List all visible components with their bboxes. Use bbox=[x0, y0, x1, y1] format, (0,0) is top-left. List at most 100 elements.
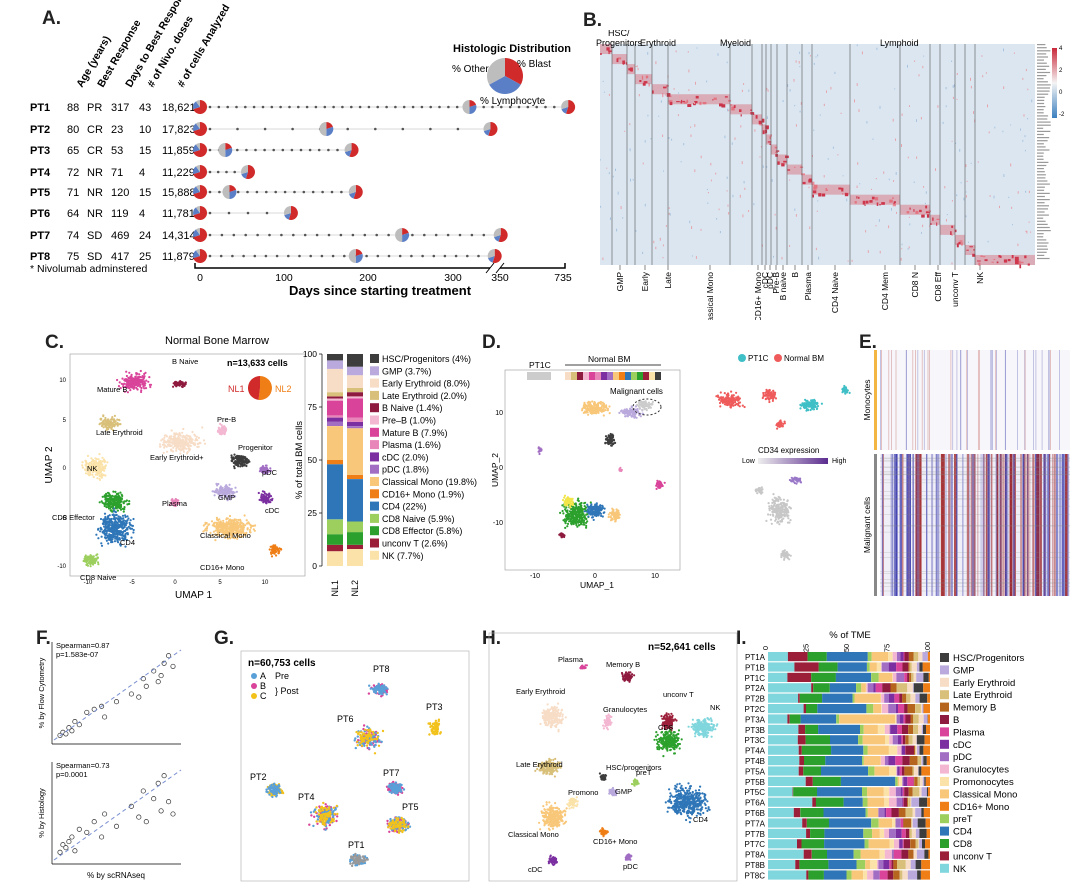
patient-cells: 15,888 bbox=[162, 187, 196, 199]
legend-label: Pre–B (1.0%) bbox=[382, 416, 436, 426]
umap-point bbox=[106, 500, 108, 502]
umap-point bbox=[639, 407, 641, 409]
heatmap-cell bbox=[635, 74, 652, 84]
umap-point bbox=[144, 384, 146, 386]
umap-point bbox=[221, 432, 223, 434]
heatmap-cell bbox=[857, 162, 858, 164]
patient-cells: 11,229 bbox=[162, 167, 195, 179]
umap-point bbox=[655, 485, 657, 487]
umap-xlabel: UMAP_1 bbox=[580, 580, 614, 590]
umap-point bbox=[125, 500, 127, 502]
heatmap-cell bbox=[946, 219, 947, 221]
umap-point bbox=[602, 515, 604, 517]
umap-point bbox=[180, 382, 182, 384]
gene-label bbox=[1037, 87, 1050, 88]
umap-point bbox=[140, 370, 142, 372]
gene-label bbox=[1037, 143, 1044, 144]
heatmap-cell bbox=[1012, 224, 1013, 225]
umap-point bbox=[613, 514, 615, 516]
dose-dot bbox=[438, 106, 441, 109]
umap-point bbox=[116, 531, 118, 533]
legend-label: HSC/Progenitors (4%) bbox=[382, 354, 471, 364]
legend-label: CD16+ Mono (1.9%) bbox=[382, 489, 464, 499]
umap-point bbox=[731, 399, 733, 401]
umap-point bbox=[121, 495, 123, 497]
gene-label bbox=[1037, 149, 1050, 150]
umap-point bbox=[271, 555, 273, 557]
dose-dot bbox=[293, 191, 296, 194]
heatmap-cell bbox=[965, 245, 975, 255]
umap-point bbox=[636, 404, 638, 406]
umap-point bbox=[730, 391, 732, 393]
heatmap-cell bbox=[971, 86, 972, 89]
malignant-label: Malignant cells bbox=[610, 387, 663, 396]
heatmap-cell bbox=[966, 192, 967, 193]
dose-dot bbox=[374, 128, 377, 131]
umap-point bbox=[96, 477, 98, 479]
umap-point bbox=[124, 514, 126, 516]
heatmap-cell bbox=[796, 124, 797, 127]
cell-type-label: CD4 Mem bbox=[880, 272, 890, 310]
umap-point bbox=[597, 412, 599, 414]
heatmap-cell bbox=[732, 195, 733, 198]
umap-point bbox=[272, 547, 274, 549]
umap-point bbox=[119, 500, 121, 502]
umap-point bbox=[730, 405, 732, 407]
gene-label bbox=[1037, 174, 1046, 175]
umap-point bbox=[243, 460, 245, 462]
heatmap-cell bbox=[783, 100, 784, 102]
gene-label bbox=[1037, 106, 1045, 107]
patient-response: NR bbox=[87, 208, 103, 220]
heatmap-cell bbox=[787, 165, 802, 175]
umap-point bbox=[611, 437, 613, 439]
ncells: n=13,633 cells bbox=[227, 358, 288, 368]
legend-label: unconv T (2.6%) bbox=[382, 539, 448, 549]
gene-label bbox=[1037, 193, 1050, 194]
histo-blast: % Blast bbox=[517, 59, 551, 70]
axis-tick: 735 bbox=[554, 272, 572, 284]
umap-tick: 0 bbox=[499, 465, 503, 472]
umap-point bbox=[806, 408, 808, 410]
legend-swatch bbox=[370, 416, 379, 425]
heatmap-cell bbox=[616, 229, 617, 232]
gene-label bbox=[1037, 252, 1047, 253]
heatmap-cell bbox=[818, 257, 819, 260]
umap-point bbox=[268, 493, 270, 495]
umap-point bbox=[586, 520, 588, 522]
gene-label bbox=[1037, 122, 1051, 123]
heatmap-cell bbox=[794, 209, 795, 211]
umap-point bbox=[150, 384, 152, 386]
umap-point bbox=[566, 514, 568, 516]
heatmap-cell bbox=[919, 74, 920, 76]
umap-point bbox=[106, 535, 108, 537]
umap-point bbox=[111, 416, 113, 418]
normal-bm-bar bbox=[649, 372, 655, 380]
umap-point bbox=[236, 526, 238, 528]
umap-point bbox=[214, 522, 216, 524]
umap-point bbox=[199, 442, 201, 444]
heatmap-cell bbox=[922, 66, 923, 68]
dose-dot bbox=[291, 149, 294, 152]
heatmap-cell bbox=[810, 55, 811, 56]
heatmap-cell bbox=[854, 99, 855, 102]
cluster-label: Plasma bbox=[162, 499, 188, 508]
umap-point bbox=[623, 412, 625, 414]
heatmap-bg bbox=[600, 44, 1035, 265]
heatmap-cell bbox=[901, 144, 902, 147]
umap-point bbox=[624, 409, 626, 411]
gene-label bbox=[1037, 97, 1045, 98]
umap-point bbox=[233, 454, 235, 456]
dose-dot bbox=[315, 106, 318, 109]
umap-point bbox=[231, 523, 233, 525]
umap-point bbox=[218, 518, 220, 520]
umap-point bbox=[140, 389, 142, 391]
umap-point bbox=[640, 415, 642, 417]
umap-point bbox=[173, 436, 175, 438]
umap-point bbox=[648, 404, 650, 406]
heatmap-cell bbox=[676, 51, 677, 53]
heatmap-cell bbox=[916, 119, 917, 122]
umap-point bbox=[128, 387, 130, 389]
normal-bm-bar bbox=[655, 372, 661, 380]
dose-dot bbox=[447, 234, 450, 237]
umap-point bbox=[94, 560, 96, 562]
